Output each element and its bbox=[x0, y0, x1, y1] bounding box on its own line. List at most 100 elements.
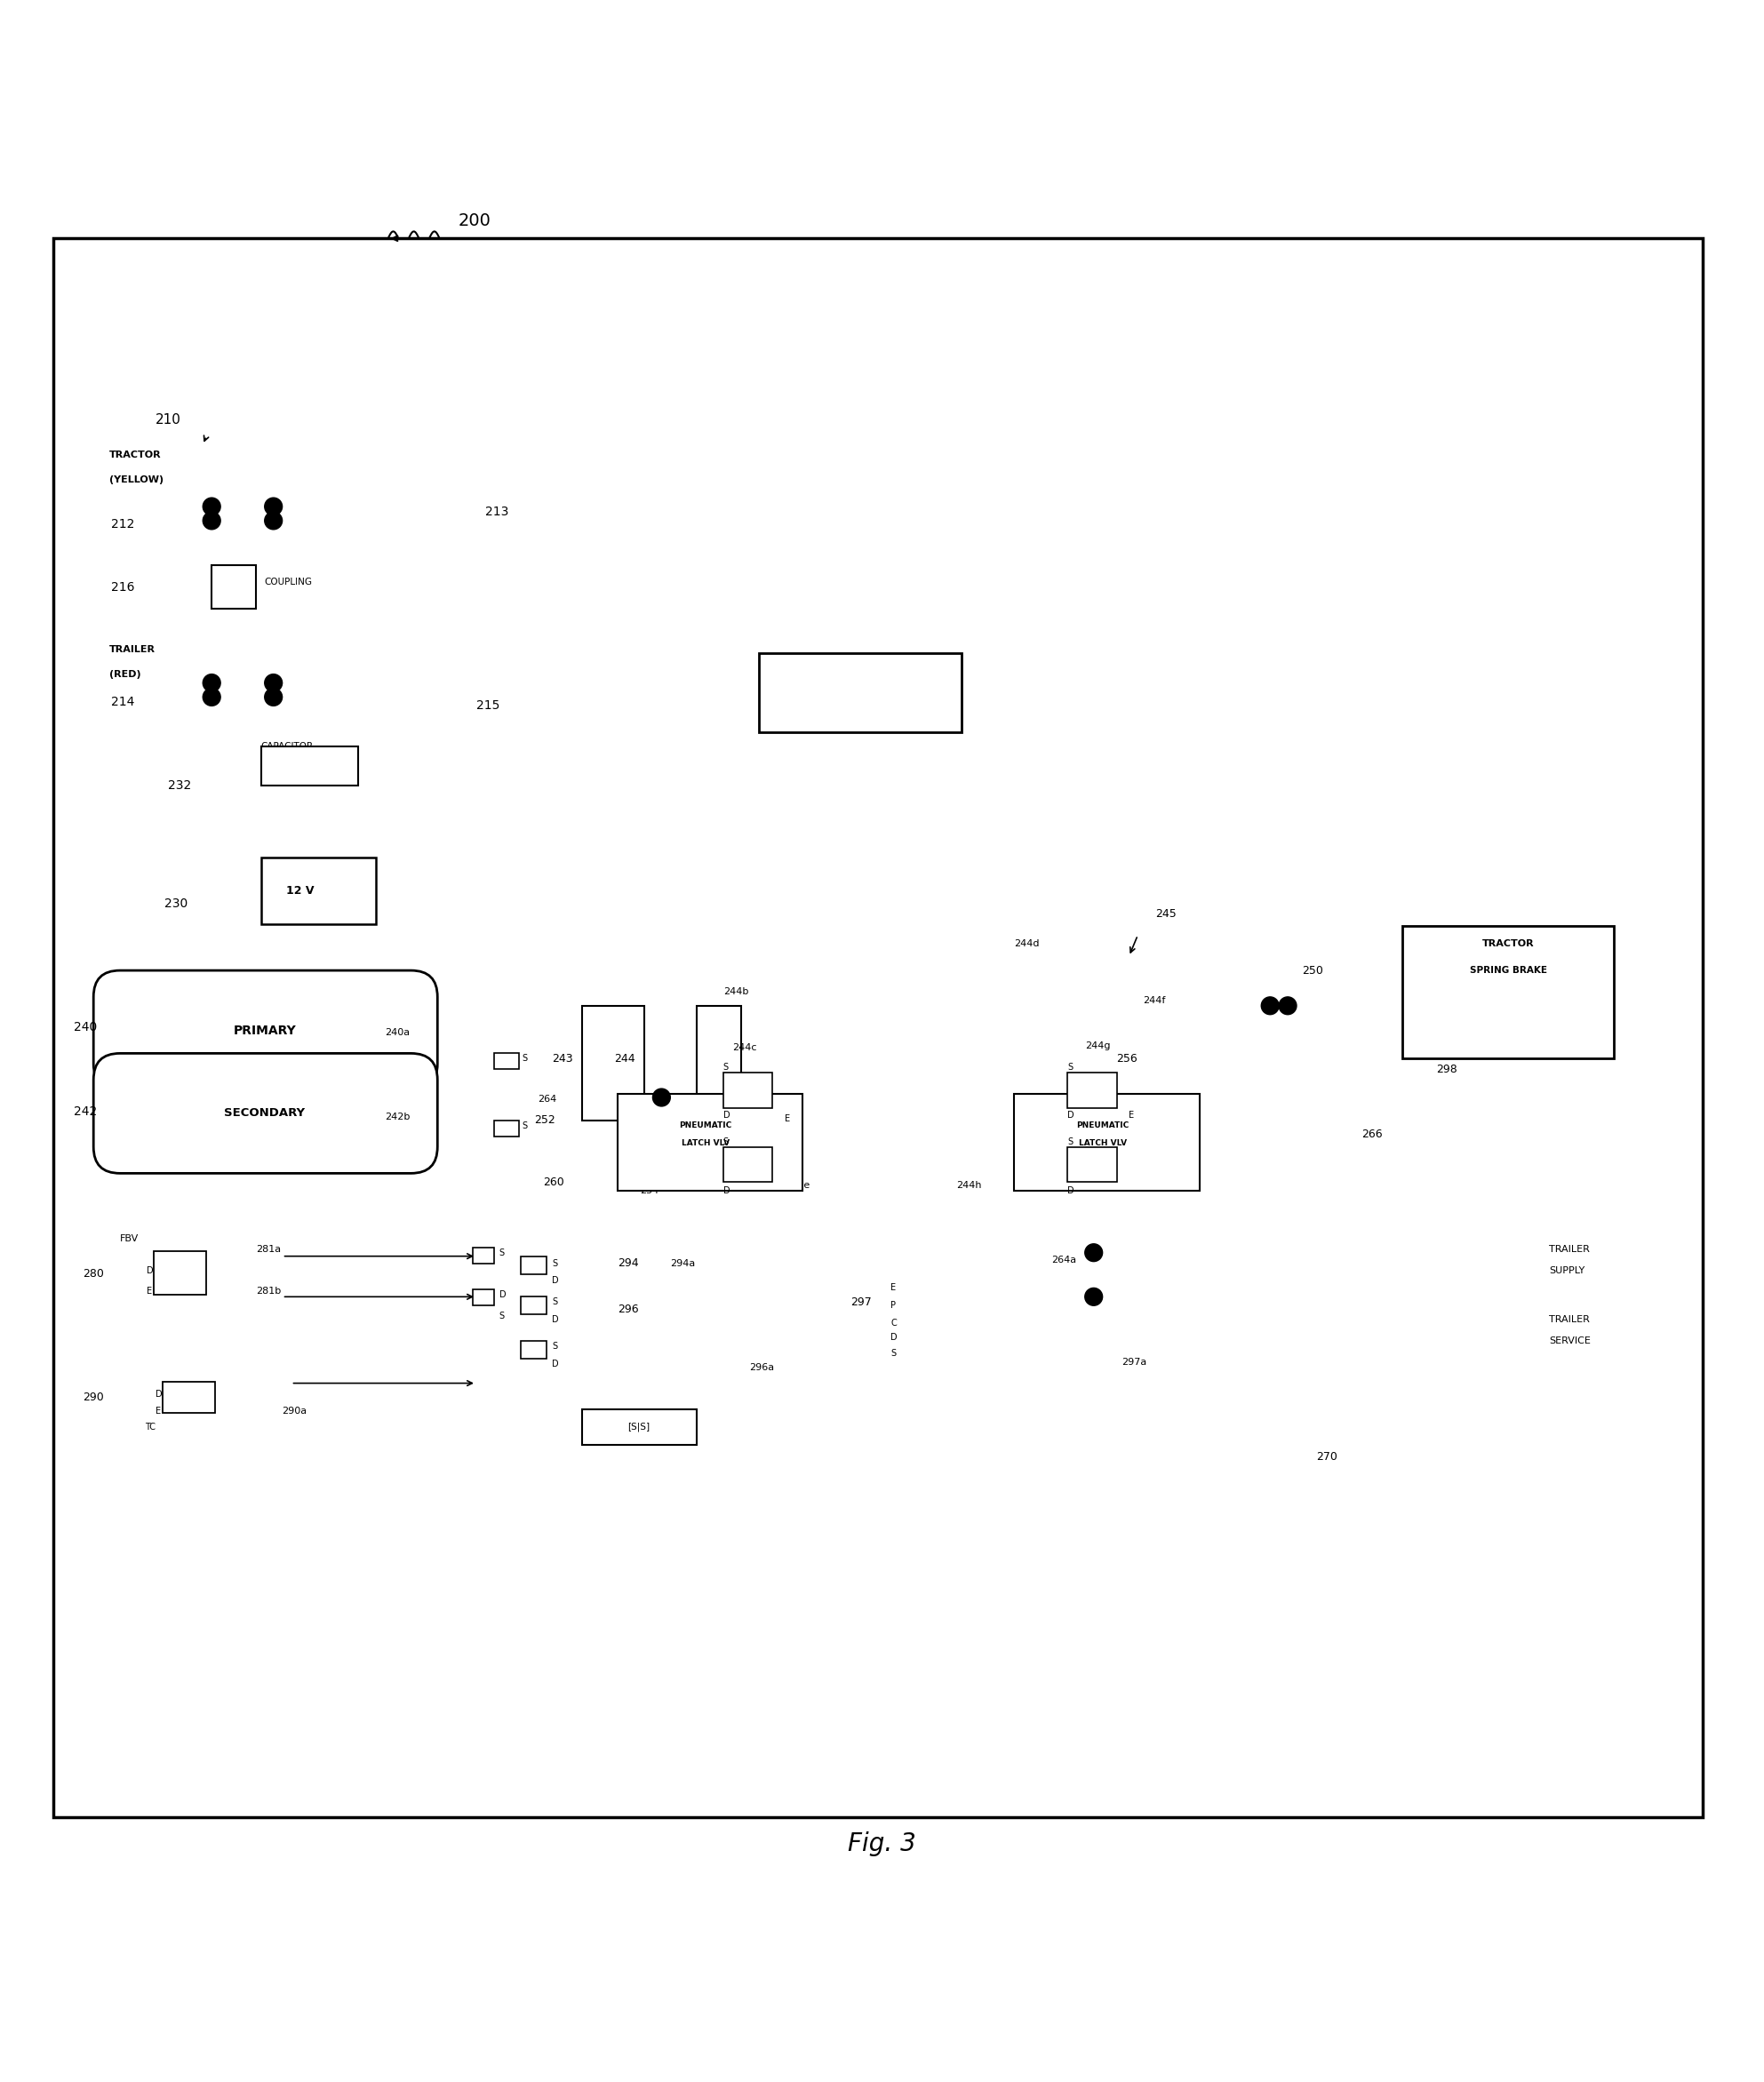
Text: LATCH VLV: LATCH VLV bbox=[681, 1139, 730, 1147]
Text: 281b: 281b bbox=[256, 1287, 280, 1295]
Text: 244a: 244a bbox=[623, 1099, 647, 1108]
Text: S: S bbox=[522, 1053, 527, 1064]
Bar bbox=[467, 908, 1341, 1235]
Bar bbox=[476, 1164, 1341, 1464]
Text: 294: 294 bbox=[617, 1258, 639, 1270]
Text: 215: 215 bbox=[476, 700, 499, 712]
Text: 243: 243 bbox=[552, 1053, 573, 1064]
Bar bbox=[1014, 1093, 1200, 1191]
Text: TRACTOR: TRACTOR bbox=[109, 452, 162, 460]
Text: S: S bbox=[552, 1341, 557, 1351]
Text: 244b: 244b bbox=[723, 987, 748, 995]
Text: E: E bbox=[155, 1407, 161, 1416]
Text: 232: 232 bbox=[168, 779, 191, 791]
Text: Firewall: Firewall bbox=[833, 687, 886, 700]
Bar bbox=[697, 1006, 741, 1120]
Text: E: E bbox=[785, 1114, 790, 1122]
Text: S: S bbox=[499, 1312, 505, 1320]
Text: TRACTOR: TRACTOR bbox=[1482, 939, 1535, 949]
Text: D: D bbox=[1067, 1187, 1074, 1195]
Text: 264a: 264a bbox=[1051, 1255, 1076, 1264]
Text: ISOL: ISOL bbox=[1083, 1160, 1101, 1168]
Bar bbox=[162, 1382, 215, 1414]
Text: S: S bbox=[499, 1249, 505, 1258]
Circle shape bbox=[1085, 1289, 1102, 1305]
Text: SUPPLY: SUPPLY bbox=[1549, 1266, 1584, 1274]
Text: 216: 216 bbox=[111, 581, 134, 593]
Text: TRAILER: TRAILER bbox=[1549, 1245, 1589, 1253]
Text: (RED): (RED) bbox=[109, 670, 141, 679]
Text: S: S bbox=[1067, 1137, 1073, 1145]
Circle shape bbox=[265, 498, 282, 516]
Text: 244e: 244e bbox=[785, 1180, 810, 1191]
Polygon shape bbox=[307, 758, 321, 775]
Text: [S|S]: [S|S] bbox=[628, 1422, 649, 1432]
Text: D: D bbox=[552, 1316, 559, 1324]
Bar bbox=[153, 1251, 206, 1295]
Text: S: S bbox=[1067, 1064, 1073, 1072]
Circle shape bbox=[1261, 997, 1279, 1014]
Text: S: S bbox=[522, 1122, 527, 1131]
Text: LATCH VLV: LATCH VLV bbox=[1078, 1139, 1127, 1147]
Text: COUPLING: COUPLING bbox=[265, 579, 312, 587]
Circle shape bbox=[265, 512, 282, 529]
Text: 240a: 240a bbox=[385, 1029, 409, 1037]
Text: ISOL: ISOL bbox=[739, 1160, 757, 1168]
Text: P: P bbox=[891, 1301, 896, 1310]
Text: C: C bbox=[891, 1318, 896, 1328]
Bar bbox=[473, 1247, 494, 1264]
FancyBboxPatch shape bbox=[93, 970, 437, 1091]
Bar bbox=[520, 1341, 547, 1357]
Text: PRIMARY: PRIMARY bbox=[233, 1024, 296, 1037]
FancyBboxPatch shape bbox=[93, 1053, 437, 1174]
Text: SPRING BRAKE: SPRING BRAKE bbox=[1469, 966, 1547, 974]
Text: TRAILER: TRAILER bbox=[1549, 1316, 1589, 1324]
Text: D: D bbox=[146, 1266, 153, 1274]
Text: 254: 254 bbox=[640, 1187, 660, 1195]
Text: D: D bbox=[499, 1291, 506, 1299]
Text: D: D bbox=[552, 1360, 559, 1368]
Bar bbox=[1402, 926, 1614, 1058]
Text: 240: 240 bbox=[74, 1020, 97, 1033]
Bar bbox=[212, 564, 256, 608]
Text: CAPACITOR: CAPACITOR bbox=[261, 741, 314, 752]
Text: E: E bbox=[1129, 1110, 1134, 1120]
Text: PNEUMATIC: PNEUMATIC bbox=[1076, 1122, 1129, 1131]
Text: 258: 258 bbox=[1117, 1178, 1136, 1187]
Text: D: D bbox=[552, 1276, 559, 1285]
Bar bbox=[494, 1120, 519, 1137]
Text: 250: 250 bbox=[1302, 964, 1323, 976]
Bar bbox=[723, 1147, 773, 1183]
Text: 297: 297 bbox=[850, 1297, 871, 1307]
Text: S: S bbox=[723, 1064, 729, 1072]
Text: S: S bbox=[891, 1349, 896, 1357]
Bar bbox=[723, 1072, 773, 1108]
Text: 12 V: 12 V bbox=[286, 885, 314, 897]
Bar bbox=[582, 1410, 697, 1445]
Text: 298: 298 bbox=[1436, 1064, 1457, 1074]
Circle shape bbox=[203, 498, 220, 516]
Text: TRAILER: TRAILER bbox=[109, 645, 155, 654]
Bar bbox=[520, 1297, 547, 1314]
Circle shape bbox=[265, 675, 282, 691]
Text: 214: 214 bbox=[111, 695, 134, 708]
Text: 290a: 290a bbox=[282, 1407, 307, 1416]
Text: 244h: 244h bbox=[956, 1180, 981, 1191]
Text: D: D bbox=[155, 1389, 162, 1399]
Text: D: D bbox=[891, 1332, 898, 1341]
Text: 281a: 281a bbox=[256, 1245, 280, 1253]
Text: TC: TC bbox=[145, 1422, 155, 1432]
Text: 210: 210 bbox=[155, 414, 182, 427]
Text: 242b: 242b bbox=[385, 1112, 409, 1122]
Text: 294a: 294a bbox=[670, 1260, 695, 1268]
Bar bbox=[473, 1289, 494, 1305]
Text: 244g: 244g bbox=[1085, 1041, 1110, 1051]
Bar bbox=[53, 239, 1702, 1818]
Text: PNEUMATIC: PNEUMATIC bbox=[679, 1122, 732, 1131]
Text: SERVICE: SERVICE bbox=[1549, 1337, 1591, 1345]
Text: 256: 256 bbox=[1117, 1053, 1138, 1064]
Circle shape bbox=[653, 1089, 670, 1106]
Text: 230: 230 bbox=[164, 897, 187, 910]
Text: FBV: FBV bbox=[120, 1235, 139, 1243]
Text: 245: 245 bbox=[1155, 908, 1177, 920]
